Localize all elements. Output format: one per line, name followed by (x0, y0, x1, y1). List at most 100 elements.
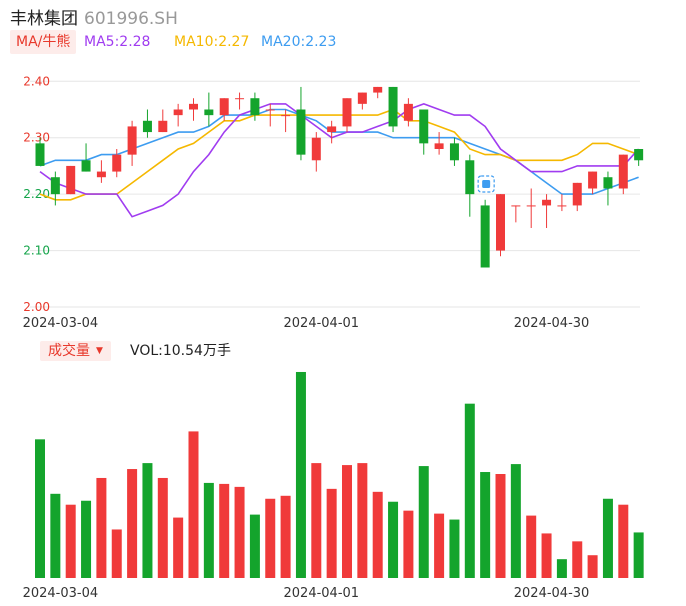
volume-bar (173, 517, 184, 578)
candle-body (373, 86, 383, 93)
volume-bar (618, 504, 629, 578)
candle-body (265, 109, 275, 111)
candle-body (311, 137, 321, 161)
current-price-marker-icon[interactable] (477, 175, 495, 193)
candle-body (204, 109, 214, 116)
volume-bar (418, 466, 429, 578)
volume-bar (526, 515, 537, 578)
volume-bar (556, 559, 567, 578)
x-tick-label: 2024-04-01 (284, 316, 360, 331)
volume-bar (388, 501, 399, 578)
ma10-legend: MA10:2.27 (174, 34, 250, 50)
volume-value: VOL:10.54万手 (130, 343, 231, 359)
candle-body (250, 98, 260, 116)
volume-bar (50, 493, 61, 578)
candle-body (235, 98, 245, 100)
volume-bar (142, 463, 153, 578)
volume-bar (587, 555, 598, 578)
y-tick-label: 2.20 (23, 187, 50, 201)
candle-body (296, 109, 306, 155)
candle-body (618, 154, 628, 189)
volume-indicator-tab[interactable]: 成交量 ▼ (40, 341, 111, 361)
y-tick-label: 2.40 (23, 74, 50, 88)
candle-body (480, 205, 490, 268)
y-tick-label: 2.10 (23, 244, 50, 258)
candle-body (96, 171, 106, 178)
volume-bar (203, 482, 214, 578)
candle-body (112, 154, 122, 172)
volume-bar (188, 431, 199, 578)
volume-bar (633, 532, 644, 578)
stock-title: 丰林集团 601996.SH (10, 4, 178, 29)
x-tick-label: 2024-03-04 (23, 316, 99, 331)
ma10-line (39, 108, 639, 201)
stock-code: 601996.SH (84, 9, 178, 29)
volume-bar (602, 498, 613, 578)
candle-body (357, 92, 367, 104)
x-tick-label: 2024-04-30 (514, 586, 590, 601)
volume-bar (434, 513, 445, 578)
candle-body (173, 109, 183, 116)
candle-body (142, 120, 152, 133)
volume-bar (495, 474, 506, 578)
volume-bar (81, 500, 92, 578)
volume-bar (265, 498, 276, 578)
volume-bar (342, 465, 352, 578)
volume-bar (464, 403, 475, 578)
volume-bar (111, 529, 122, 578)
ma-indicator-tab[interactable]: MA/牛熊 (10, 30, 77, 54)
ma-lines (39, 103, 640, 218)
marker-core (482, 180, 491, 188)
candle-body (219, 98, 229, 116)
candle-body (588, 171, 598, 189)
candle-body (449, 143, 459, 161)
candle-body (35, 143, 45, 166)
volume-bar (449, 519, 460, 578)
candle-body (127, 126, 137, 155)
volume-bar (219, 483, 230, 578)
volume-bar (572, 541, 583, 578)
y-tick-label: 2.00 (23, 300, 50, 314)
volume-x-axis: 2024-03-04 2024-04-01 2024-04-30 (23, 586, 590, 601)
candle-body (81, 160, 91, 172)
x-tick-label: 2024-04-30 (514, 316, 590, 331)
candle-body (327, 126, 337, 133)
volume-bar (372, 491, 383, 578)
ma20-legend: MA20:2.23 (261, 34, 337, 50)
candle-body (496, 194, 505, 251)
ma5-legend: MA5:2.28 (84, 34, 151, 50)
volume-bar (541, 533, 552, 578)
volume-bar (280, 495, 291, 578)
volume-bar (96, 477, 107, 578)
candle-body (572, 182, 582, 206)
candle-body (526, 205, 536, 207)
candle-body (465, 160, 475, 195)
volume-bar (311, 463, 322, 578)
candle-body (403, 103, 413, 121)
candle-body (603, 177, 613, 189)
candle-body (281, 115, 291, 117)
volume-bar (234, 486, 245, 578)
volume-bar (295, 371, 306, 578)
candle-body (50, 177, 60, 195)
candle-body (342, 98, 352, 127)
candle-body (419, 109, 429, 144)
volume-bar (157, 477, 168, 578)
x-tick-label: 2024-03-04 (23, 586, 99, 601)
volume-bar (249, 514, 260, 578)
price-x-axis: 2024-03-04 2024-04-01 2024-04-30 (23, 316, 590, 331)
volume-bar (35, 439, 45, 578)
volume-bar (127, 469, 138, 578)
candle-body (634, 149, 644, 161)
price-y-axis: 2.40 2.30 2.20 2.10 2.00 (23, 74, 50, 314)
candle-body (557, 205, 567, 207)
candle-body (189, 103, 198, 110)
candle-body (542, 199, 552, 206)
volume-bar (480, 472, 491, 578)
ma5-line (39, 103, 640, 218)
candle-body (66, 165, 76, 195)
caret-down-icon: ▼ (96, 346, 103, 356)
y-tick-label: 2.30 (23, 131, 50, 145)
volume-bar (510, 464, 521, 578)
